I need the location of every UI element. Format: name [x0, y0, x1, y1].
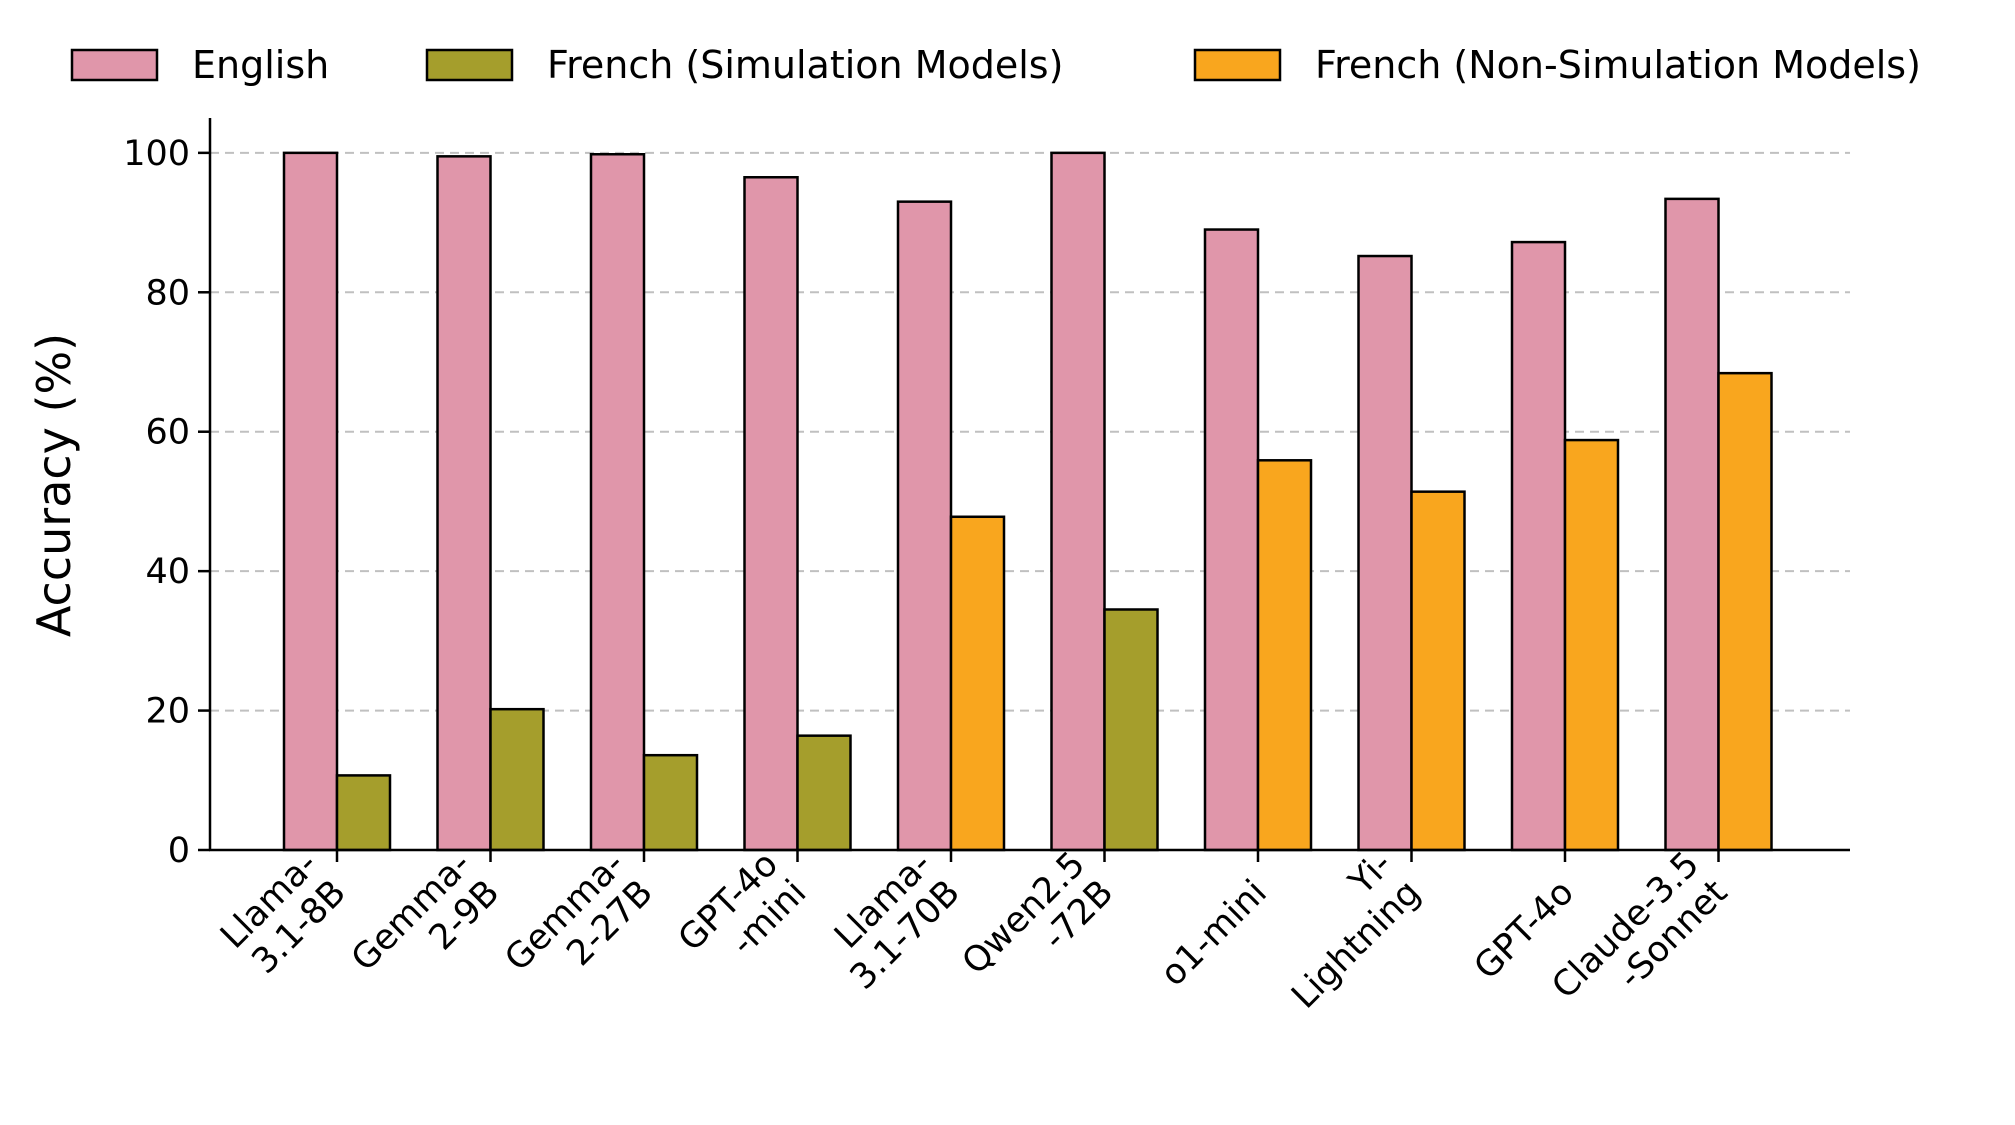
bar-english: [1203, 228, 1260, 852]
bar-french: [949, 515, 1006, 852]
legend-swatch: [1193, 48, 1282, 82]
bar-english: [282, 151, 339, 852]
x-tick-label: Llama-3.1-8B: [213, 844, 354, 982]
bar-french: [489, 707, 545, 852]
y-tick-label: 40: [145, 552, 190, 592]
legend-label: French (Non-Simulation Models): [1315, 43, 1921, 87]
axes: [208, 118, 1850, 852]
bar-french: [1256, 459, 1313, 852]
bar-english: [436, 155, 492, 852]
bars: [282, 151, 1773, 852]
x-tick-label: Claude-3.5-Sonnet: [1545, 844, 1736, 1007]
legend-swatch: [425, 48, 514, 82]
bar-french: [642, 753, 699, 852]
x-tick-label: Yi-Lightning: [1284, 844, 1428, 1017]
bar-english: [896, 200, 953, 852]
bar-english: [743, 176, 799, 852]
x-tick-label-line: o1-mini: [1153, 873, 1275, 995]
y-tick-label: 100: [123, 134, 190, 174]
x-tick-label: Qwen2.5-72B: [955, 844, 1122, 982]
y-tick-label: 20: [145, 692, 190, 732]
x-tick-label: Llama-3.1-70B: [827, 844, 968, 997]
y-tick-label: 60: [145, 413, 190, 453]
x-tick-label: GPT-4o-mini: [671, 844, 814, 963]
bar-english: [589, 153, 646, 852]
bar-english: [1357, 254, 1413, 852]
bar-english: [1510, 240, 1567, 852]
legend-swatch: [70, 48, 159, 82]
legend: English French (Simulation Models) French …: [70, 43, 1921, 87]
bar-english: [1050, 151, 1106, 852]
x-tick-label: Gemma-2-9B: [344, 844, 507, 979]
bar-french: [1103, 608, 1159, 852]
y-axis-ticks: 0 20 40 60 80 100: [123, 134, 210, 871]
x-tick-label: o1-mini: [1153, 873, 1275, 995]
legend-label: English: [192, 43, 329, 87]
bar-french: [796, 734, 852, 852]
legend-label: French (Simulation Models): [547, 43, 1063, 87]
x-tick-label-line: Lightning: [1284, 873, 1428, 1017]
y-tick-label: 0: [168, 831, 190, 871]
bar-french: [1563, 438, 1620, 852]
y-axis-title: Accuracy (%): [27, 333, 81, 637]
bar-french: [335, 774, 392, 852]
y-tick-label: 80: [145, 273, 190, 313]
x-tick-label: Gemma-2-27B: [498, 844, 661, 979]
bar-english: [1664, 197, 1720, 852]
bar-french: [1410, 490, 1466, 852]
bar-french: [1717, 371, 1773, 852]
